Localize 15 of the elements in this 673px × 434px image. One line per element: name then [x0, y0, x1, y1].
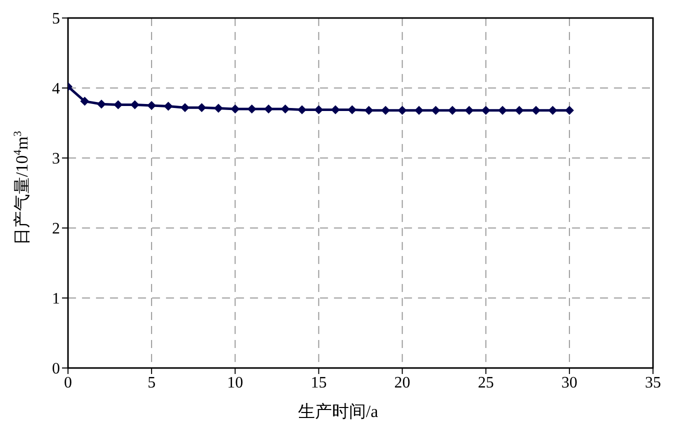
- x-tick-label: 5: [148, 374, 156, 392]
- x-tick-label: 25: [478, 374, 494, 392]
- y-tick-label: 2: [52, 220, 60, 238]
- x-tick-label: 10: [227, 374, 244, 392]
- y-tick-label: 5: [52, 10, 60, 28]
- x-tick-label: 35: [645, 374, 661, 392]
- x-tick-label: 15: [310, 374, 327, 392]
- x-tick-label: 30: [561, 374, 578, 392]
- y-tick-label: 0: [52, 360, 60, 378]
- y-tick-label: 4: [52, 80, 60, 98]
- x-tick-label: 20: [394, 374, 410, 392]
- x-tick-label: 0: [64, 374, 72, 392]
- y-tick-label: 3: [52, 150, 60, 168]
- y-tick-label: 1: [52, 290, 60, 308]
- x-axis-title: 生产时间/a: [296, 401, 380, 423]
